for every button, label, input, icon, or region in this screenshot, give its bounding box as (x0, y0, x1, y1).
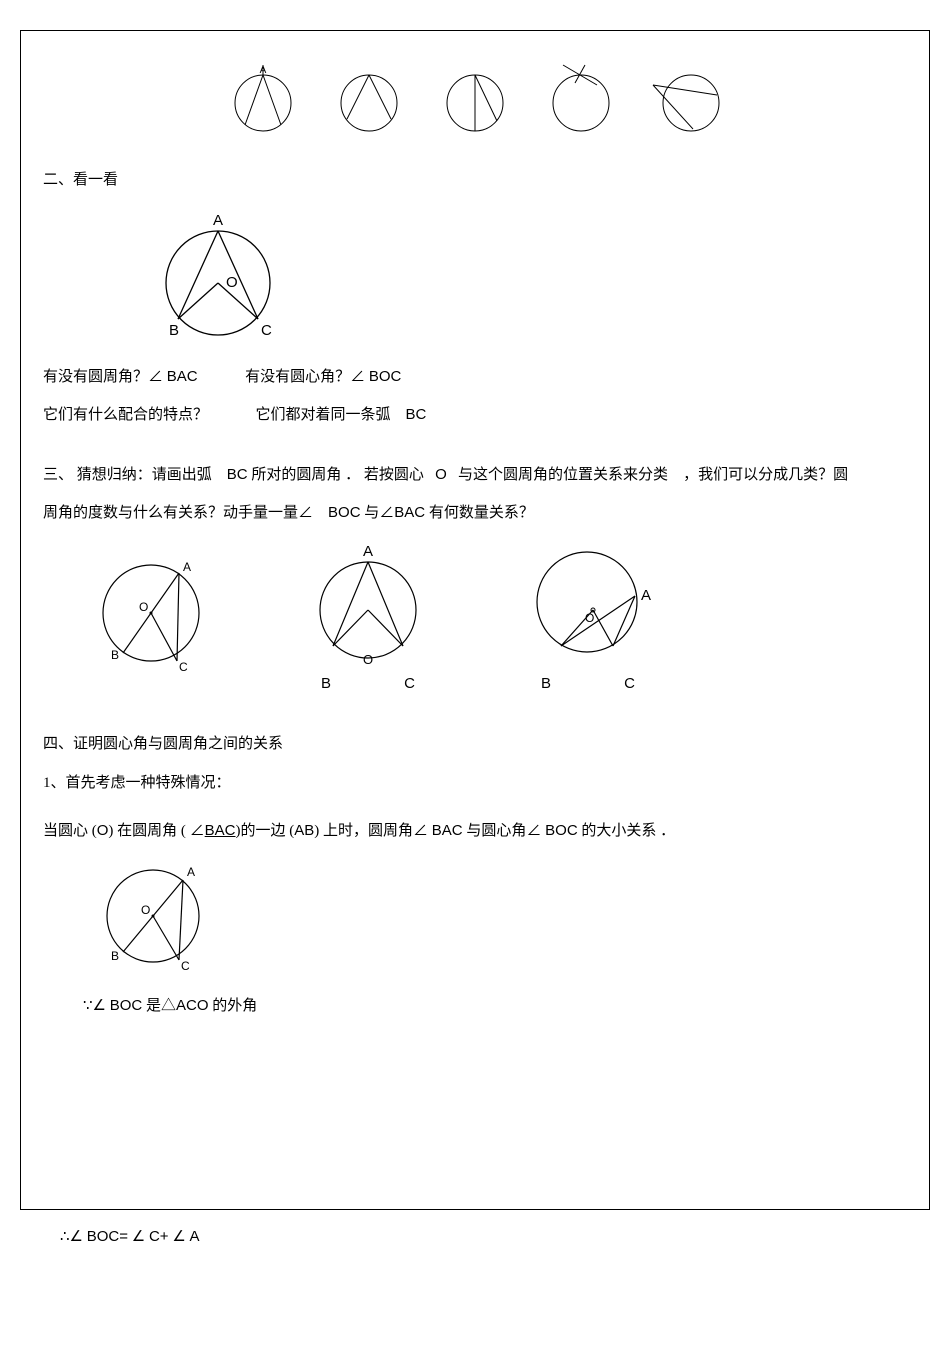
q2-ans-prefix: 它们都对着同一条弧 (256, 407, 391, 423)
q1b-ans: BOC (369, 368, 402, 385)
pl1-a: ∵∠ (83, 998, 106, 1014)
proof-line1: ∵∠ BOC 是△ACO 的外角 (43, 989, 907, 1023)
q1-prefix: 有没有圆周角？∠ (43, 369, 163, 385)
s4-BOC: BOC (545, 822, 578, 839)
svg-text:B: B (111, 648, 119, 662)
pl1-c: 的外角 (212, 998, 257, 1014)
label-A: A (213, 212, 223, 229)
s3-O: O (435, 466, 447, 483)
s3-tail: 与这个圆周角的位置关系来分类 (458, 467, 668, 483)
pl2-c: C+ (149, 1228, 169, 1245)
s4-AB: AB (294, 822, 314, 839)
pl1-aco: ACO (176, 997, 209, 1014)
pl2-e: A (190, 1228, 200, 1245)
s4-b: ) 在圆周角 ( ∠ (108, 823, 204, 839)
panel-2 (329, 59, 409, 144)
s3l2-a: 周角的度数与什么有关系？动手量一量∠ (43, 505, 313, 521)
pl2-a: ∴∠ (60, 1229, 83, 1245)
label-B: B (169, 322, 179, 339)
svg-text:B: B (111, 949, 119, 963)
proof-figure: A O B C (83, 854, 907, 979)
svg-text:O: O (363, 652, 373, 667)
s3l2-tail: 有何数量关系？ (429, 505, 534, 521)
section2-heading: 二、看一看 (43, 168, 907, 189)
panel-4 (541, 59, 621, 144)
section2-q1: 有没有圆周角？∠ BAC 有没有圆心角？∠ BOC (43, 360, 907, 394)
q1b-prefix: 有没有圆心角？∠ (245, 369, 365, 385)
case1-figure: A O B C (83, 543, 223, 688)
svg-text:C: C (181, 959, 190, 973)
s4-d: ) 上时，圆周角∠ (314, 823, 428, 839)
svg-text:A: A (363, 543, 373, 560)
label-C: C (261, 322, 272, 339)
proof-line2: ∴∠ BOC= ∠ C+ ∠ A (20, 1220, 930, 1254)
section3-line1: 三、 猜想归纳：请画出弧 BC 所对的圆周角 ． 若按圆心 O 与这个圆周角的位… (43, 458, 907, 492)
case3-label-C: C (624, 675, 635, 692)
s3-arc: BC (227, 466, 248, 483)
s4-e: 与圆心角∠ (466, 823, 541, 839)
section3-line2: 周角的度数与什么有关系？动手量一量∠ BOC 与∠BAC 有何数量关系？ (43, 496, 907, 530)
pl2-d: ∠ (172, 1229, 185, 1245)
panel-5 (647, 59, 727, 144)
s4-c: )的一边 ( (236, 823, 295, 839)
panel-1: A (223, 59, 303, 144)
s4-BAC: BAC (205, 822, 236, 839)
s4-BAC2: BAC (432, 822, 463, 839)
s4-f: 的大小关系 ． (581, 823, 675, 839)
s3l2-mid: 与∠ (364, 505, 394, 521)
q2-prefix: 它们有什么配合的特点？ (43, 407, 208, 423)
svg-text:A: A (260, 65, 267, 76)
s4-a: 当圆心 ( (43, 823, 97, 839)
panel-row-top: A (43, 59, 907, 144)
case3-label-B: B (541, 675, 551, 692)
section2-figure: A O B C (133, 201, 907, 356)
s3-mid: 所对的圆周角 ． 若按圆心 (251, 467, 424, 483)
label-O: O (226, 274, 238, 291)
svg-text:O: O (141, 903, 150, 917)
svg-text:A: A (641, 587, 651, 604)
case2-label-C: C (404, 675, 415, 692)
svg-text:C: C (179, 660, 188, 674)
section3-figrow: A O B C A O B C (83, 538, 907, 692)
q2-ans: BC (406, 406, 427, 423)
section2-q2: 它们有什么配合的特点？ 它们都对着同一条弧 BC (43, 398, 907, 432)
section4-heading: 四、证明圆心角与圆周角之间的关系 (43, 732, 907, 753)
q1-ans: BAC (167, 368, 198, 385)
case2-label-B: B (321, 675, 331, 692)
s4-O: O (97, 822, 109, 839)
svg-text:O: O (585, 611, 594, 625)
pl1-boc: BOC (110, 997, 143, 1014)
step1-label: 1、首先考虑一种特殊情况： (43, 767, 907, 800)
pl2-b: ∠ (132, 1229, 145, 1245)
case3-figure: A O B C (513, 538, 673, 692)
svg-text:O: O (139, 600, 148, 614)
svg-text:A: A (187, 865, 195, 879)
panel-3 (435, 59, 515, 144)
pl2-boc: BOC= (87, 1228, 128, 1245)
case2-figure: A O B C (293, 538, 443, 692)
s3-prefix: 三、 猜想归纳：请画出弧 (43, 467, 212, 483)
s3l2-boc: BOC (328, 504, 361, 521)
pl1-b: 是△ (146, 998, 176, 1014)
s3-tail2: ，我们可以分成几类？圆 (683, 467, 848, 483)
step1-text: 当圆心 (O) 在圆周角 ( ∠BAC)的一边 (AB) 上时，圆周角∠ BAC… (43, 814, 907, 848)
s3l2-bac: BAC (394, 504, 425, 521)
svg-text:A: A (183, 560, 191, 574)
